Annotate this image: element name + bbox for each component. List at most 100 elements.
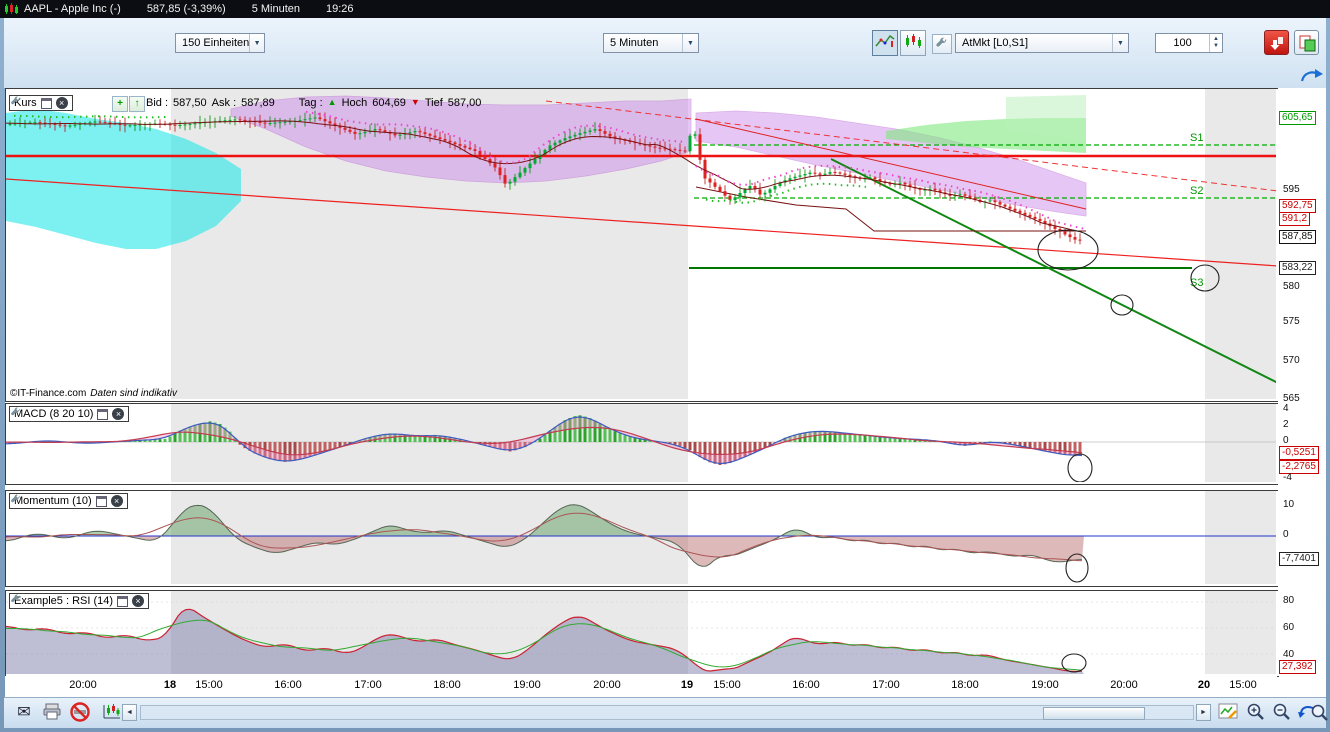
time-axis-label: 20:00 <box>69 679 97 691</box>
mini-candlestick-icon <box>103 703 121 720</box>
timeframe-dropdown[interactable]: 5 Minuten ▼ <box>603 33 699 53</box>
mail-icon: ✉ <box>17 704 30 721</box>
wrench-icon[interactable] <box>10 594 22 606</box>
support-level-label: S2 <box>1190 185 1203 197</box>
axis-value-badge: 587,85 <box>1279 230 1316 244</box>
time-axis-label: 17:00 <box>872 679 900 691</box>
ask-label: Ask : <box>212 97 236 109</box>
high-arrow-icon: ▲ <box>328 97 337 109</box>
chart-window-button[interactable] <box>100 701 124 725</box>
bid-value: 587,50 <box>173 97 207 109</box>
time-axis-label: 15:00 <box>713 679 741 691</box>
axis-tick-label: 0 <box>1283 529 1289 541</box>
axis-value-badge: 3m23s <box>1279 246 1315 260</box>
disconnect-data-button[interactable] <box>68 700 92 724</box>
momentum-panel[interactable]: Momentum (10) × <box>5 490 1279 587</box>
close-icon[interactable]: × <box>56 97 68 109</box>
stepper-up-icon[interactable]: ▲ <box>1210 36 1222 43</box>
momentum-panel-tab[interactable]: Momentum (10) × <box>9 493 128 509</box>
time-axis-label: 15:00 <box>195 679 223 691</box>
scroll-left-button[interactable]: ◄ <box>122 704 137 721</box>
rsi-chart[interactable] <box>6 591 1276 674</box>
chart-settings-wrench-button[interactable] <box>932 34 952 54</box>
time-axis-label: 18:00 <box>433 679 461 691</box>
time-axis-label: 19 <box>681 679 693 691</box>
sell-order-button[interactable] <box>1264 30 1289 55</box>
app-window: AAPL - Apple Inc (-) 587,85 (-3,39%) 5 M… <box>0 0 1330 732</box>
zoom-out-button[interactable] <box>1270 701 1294 725</box>
magnifier-icon <box>1310 703 1330 723</box>
price-chart[interactable]: S1S2S3 <box>6 89 1276 399</box>
axis-value-badge: 599,81 <box>1279 149 1316 163</box>
window-icon[interactable] <box>117 596 128 607</box>
title-bar: AAPL - Apple Inc (-) 587,85 (-3,39%) 5 M… <box>0 0 1330 18</box>
zoom-in-icon <box>1246 702 1266 722</box>
macd-panel-title: MACD (8 20 10) <box>14 408 93 420</box>
macd-chart[interactable] <box>6 404 1276 482</box>
quantity-value: 100 <box>1156 37 1209 49</box>
quantity-stepper[interactable]: 100 ▲ ▼ <box>1155 33 1223 53</box>
time-axis-label: 20 <box>1198 679 1210 691</box>
axis-tick-label: 80 <box>1283 595 1294 607</box>
copy-pages-icon <box>1298 34 1316 52</box>
low-value: 587,00 <box>448 97 482 109</box>
axis-tick-label: 10 <box>1283 499 1294 511</box>
email-chart-button[interactable]: ✉ <box>12 701 36 725</box>
bottom-toolbar: ✉ ◄ ► <box>4 697 1326 728</box>
time-axis-label: 15:00 <box>1229 679 1257 691</box>
bid-label: Bid : <box>146 97 168 109</box>
price-panel-tab[interactable]: Kurs × <box>9 95 73 111</box>
order-type-dropdown[interactable]: AtMkt [L0,S1] ▼ <box>955 33 1129 53</box>
rsi-panel-tab[interactable]: Example5 : RSI (14) × <box>9 593 149 609</box>
top-toolbar: 150 Einheiten ▼ 5 Minuten ▼ <box>4 18 1326 89</box>
window-icon[interactable] <box>96 496 107 507</box>
duplicate-window-button[interactable] <box>1294 30 1319 55</box>
units-dropdown[interactable]: 150 Einheiten ▼ <box>175 33 265 53</box>
candlestick-style-button[interactable] <box>900 30 926 56</box>
draw-on-chart-button[interactable] <box>1216 701 1240 725</box>
blue-arrow-icon <box>1299 66 1325 84</box>
chart-area: S1S2S3 Kurs × + ↑ Bid : 587,50 Ask : 587… <box>5 88 1326 697</box>
chevron-down-icon: ▼ <box>249 34 264 52</box>
window-icon[interactable] <box>97 409 108 420</box>
title-last-price: 587,85 (-3,39%) <box>147 3 226 15</box>
stepper-arrows[interactable]: ▲ ▼ <box>1209 34 1222 52</box>
print-chart-button[interactable] <box>40 701 64 725</box>
wrench-icon[interactable] <box>10 494 22 506</box>
price-panel[interactable]: S1S2S3 Kurs × + ↑ Bid : 587,50 Ask : 587… <box>5 88 1279 402</box>
scrollbar-thumb[interactable] <box>1043 707 1145 720</box>
window-icon[interactable] <box>41 98 52 109</box>
wrench-icon[interactable] <box>10 407 22 419</box>
zoom-in-button[interactable] <box>1244 701 1268 725</box>
zoom-select-button[interactable] <box>1308 702 1330 726</box>
title-timeframe: 5 Minuten <box>252 3 300 15</box>
horizontal-scrollbar[interactable] <box>140 705 1194 720</box>
annotation-ellipse <box>1068 454 1092 482</box>
rsi-panel[interactable]: Example5 : RSI (14) × <box>5 590 1279 677</box>
close-icon[interactable]: × <box>112 408 124 420</box>
add-order-button[interactable]: + <box>112 96 128 112</box>
low-label: Tief <box>425 97 443 109</box>
detach-chart-button[interactable] <box>1298 66 1326 86</box>
momentum-chart[interactable] <box>6 491 1276 584</box>
stepper-down-icon[interactable]: ▼ <box>1210 43 1222 50</box>
time-axis-label: 20:00 <box>593 679 621 691</box>
macd-panel-tab[interactable]: MACD (8 20 10) × <box>9 406 129 422</box>
high-label: Hoch <box>342 97 368 109</box>
axis-tick-label: 575 <box>1283 316 1300 328</box>
close-icon[interactable]: × <box>132 595 144 607</box>
macd-panel[interactable]: MACD (8 20 10) × <box>5 403 1279 485</box>
close-icon[interactable]: × <box>111 495 123 507</box>
wrench-icon[interactable] <box>10 96 22 108</box>
expand-panel-button[interactable]: ↑ <box>129 96 145 112</box>
zoom-out-icon <box>1272 702 1292 722</box>
title-symbol: AAPL - Apple Inc (-) <box>24 3 121 15</box>
candlestick-icon <box>903 33 923 51</box>
line-chart-style-button[interactable] <box>872 30 898 56</box>
support-level-label: S1 <box>1190 132 1203 144</box>
scroll-right-button[interactable]: ► <box>1196 704 1211 721</box>
chevron-down-icon: ▼ <box>682 34 698 52</box>
disclaimer-text: Daten sind indikativ <box>90 388 177 399</box>
title-clock: 19:26 <box>326 3 354 15</box>
axis-tick-label: 4 <box>1283 403 1289 415</box>
